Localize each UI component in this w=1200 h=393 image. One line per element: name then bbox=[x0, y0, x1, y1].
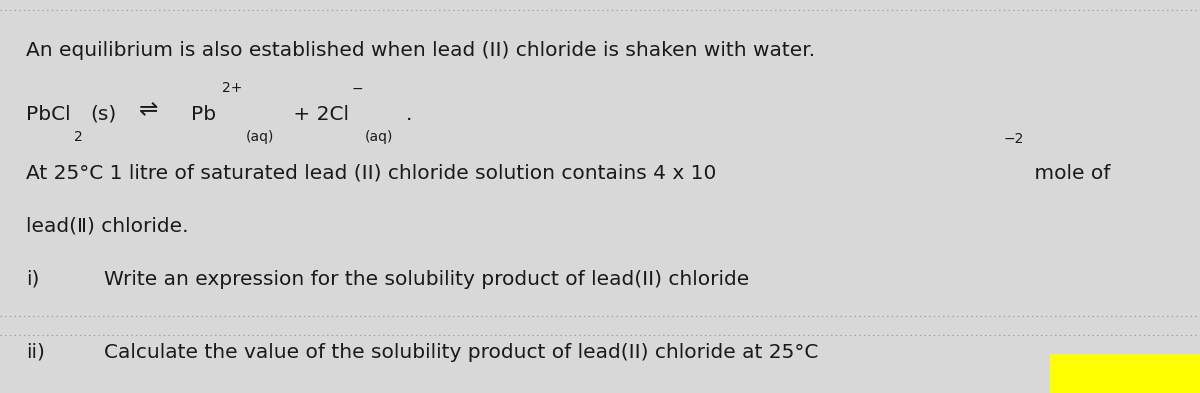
Text: (aq): (aq) bbox=[365, 130, 394, 145]
Text: mole of: mole of bbox=[1028, 164, 1111, 183]
Text: lead(Ⅱ) chloride.: lead(Ⅱ) chloride. bbox=[26, 217, 188, 236]
Text: 2+: 2+ bbox=[222, 81, 242, 95]
Text: .: . bbox=[406, 105, 412, 124]
Text: −: − bbox=[352, 81, 364, 95]
Text: PbCl: PbCl bbox=[26, 105, 71, 124]
Text: (s): (s) bbox=[90, 105, 116, 124]
Text: Pb: Pb bbox=[191, 105, 216, 124]
Text: Calculate the value of the solubility product of lead(II) chloride at 25°C: Calculate the value of the solubility pr… bbox=[104, 343, 818, 362]
Text: Write an expression for the solubility product of lead(II) chloride: Write an expression for the solubility p… bbox=[104, 270, 750, 289]
Text: i): i) bbox=[26, 270, 40, 289]
Text: −2: −2 bbox=[1003, 132, 1024, 147]
Text: An equilibrium is also established when lead (II) chloride is shaken with water.: An equilibrium is also established when … bbox=[26, 41, 816, 60]
Text: 2: 2 bbox=[74, 130, 83, 145]
Text: ii): ii) bbox=[26, 343, 46, 362]
Text: At 25°C 1 litre of saturated lead (II) chloride solution contains 4 x 10: At 25°C 1 litre of saturated lead (II) c… bbox=[26, 164, 716, 183]
Text: + 2Cl: + 2Cl bbox=[287, 105, 349, 124]
Text: (aq): (aq) bbox=[246, 130, 275, 145]
FancyBboxPatch shape bbox=[1050, 354, 1200, 393]
Text: ⇌: ⇌ bbox=[139, 98, 158, 121]
